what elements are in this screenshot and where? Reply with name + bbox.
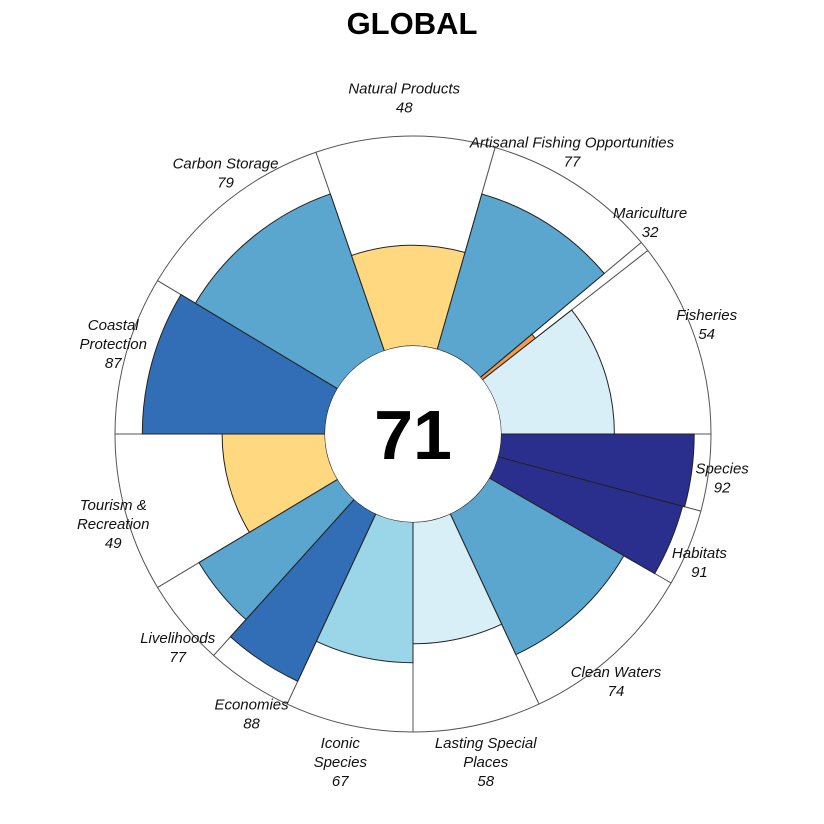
score-clean-waters: 74	[608, 683, 625, 700]
score-mariculture: 32	[642, 224, 659, 241]
label-text-carbon-storage: Carbon Storage	[173, 155, 279, 172]
label-habitats: Habitats 91	[672, 545, 728, 581]
score-lasting-special-places: 58	[477, 773, 494, 790]
label-text-tourism-recreation: Tourism &	[80, 497, 147, 514]
label-tourism-recreation: Tourism & Recreation 49	[77, 497, 150, 552]
label-species: Species 92	[695, 460, 749, 496]
label-text-species: Species	[695, 460, 749, 477]
chart-title: GLOBAL	[346, 6, 478, 41]
score-livelihoods: 77	[169, 649, 186, 666]
score-natural-products: 48	[396, 100, 413, 117]
label-livelihoods: Livelihoods 77	[140, 630, 216, 666]
label-coastal-protection: Coastal Protection 87	[79, 317, 147, 372]
label-text-lasting-special-places: Places	[463, 754, 509, 771]
score-tourism-recreation: 49	[105, 535, 122, 552]
label-clean-waters: Clean Waters 74	[571, 664, 662, 700]
label-fisheries: Fisheries 54	[676, 307, 737, 343]
petal-labels: Species 92 Habitats 91 Clean Waters 74 Lasting…	[77, 81, 749, 790]
label-carbon-storage: Carbon Storage 79	[173, 155, 279, 191]
label-text-iconic-species: Species	[314, 754, 368, 771]
score-artisanal-fishing-opportunities: 77	[564, 154, 581, 171]
label-text-coastal-protection: Coastal	[88, 317, 140, 334]
label-iconic-species: Iconic Species 67	[314, 735, 368, 790]
label-text-clean-waters: Clean Waters	[571, 664, 662, 681]
score-fisheries: 54	[698, 326, 715, 343]
label-mariculture: Mariculture 32	[613, 205, 687, 241]
label-text-economies: Economies	[214, 697, 289, 714]
label-text-coastal-protection: Protection	[79, 336, 147, 353]
score-species: 92	[714, 479, 731, 496]
label-text-lasting-special-places: Lasting Special	[435, 735, 537, 752]
label-natural-products: Natural Products 48	[348, 81, 460, 117]
score-economies: 88	[243, 716, 260, 733]
label-economies: Economies 88	[214, 697, 289, 733]
label-text-natural-products: Natural Products	[348, 81, 460, 98]
label-text-artisanal-fishing-opportunities: Artisanal Fishing Opportunities	[469, 135, 675, 152]
score-coastal-protection: 87	[105, 355, 122, 372]
label-text-livelihoods: Livelihoods	[140, 630, 216, 647]
label-text-mariculture: Mariculture	[613, 205, 687, 222]
label-text-fisheries: Fisheries	[676, 307, 737, 324]
center-circle	[325, 346, 501, 522]
label-lasting-special-places: Lasting Special Places 58	[435, 735, 537, 790]
label-text-tourism-recreation: Recreation	[77, 516, 150, 533]
petal-coastal-protection	[141, 293, 339, 435]
petals	[114, 135, 712, 733]
label-artisanal-fishing-opportunities: Artisanal Fishing Opportunities 77	[469, 135, 675, 171]
label-text-habitats: Habitats	[672, 545, 728, 562]
overall-score: 71	[374, 396, 452, 474]
score-iconic-species: 67	[332, 773, 349, 790]
score-carbon-storage: 79	[217, 174, 234, 191]
score-habitats: 91	[691, 564, 708, 581]
label-text-iconic-species: Iconic	[321, 735, 361, 752]
